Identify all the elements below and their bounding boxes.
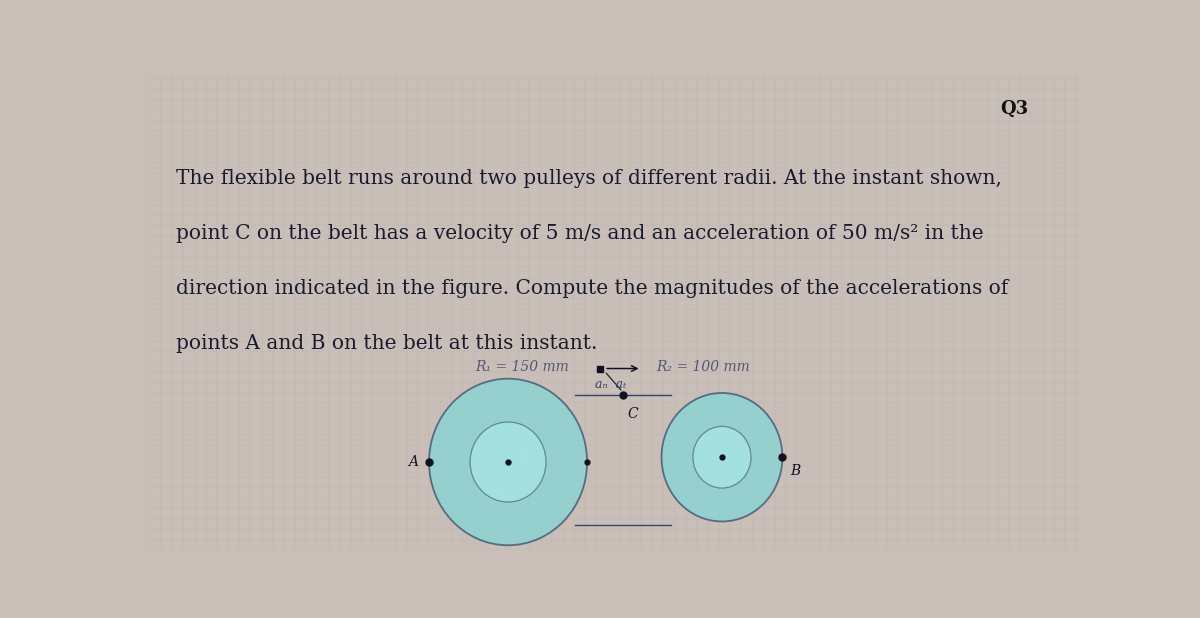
Text: R₂ = 100 mm: R₂ = 100 mm bbox=[656, 360, 750, 374]
Text: point C on the belt has a velocity of 5 m/s and an acceleration of 50 m/s² in th: point C on the belt has a velocity of 5 … bbox=[176, 224, 984, 243]
Text: B: B bbox=[790, 464, 800, 478]
Ellipse shape bbox=[430, 379, 587, 545]
Text: points A and B on the belt at this instant.: points A and B on the belt at this insta… bbox=[176, 334, 598, 352]
Ellipse shape bbox=[692, 426, 751, 488]
Text: Q3: Q3 bbox=[1001, 100, 1028, 118]
Text: C: C bbox=[628, 407, 638, 421]
Text: A: A bbox=[408, 455, 418, 469]
Text: R₁ = 150 mm: R₁ = 150 mm bbox=[475, 360, 569, 374]
Text: aₙ  aₜ: aₙ aₜ bbox=[595, 378, 626, 391]
Text: direction indicated in the figure. Compute the magnitudes of the accelerations o: direction indicated in the figure. Compu… bbox=[176, 279, 1008, 298]
Ellipse shape bbox=[470, 422, 546, 502]
Text: The flexible belt runs around two pulleys of different radii. At the instant sho: The flexible belt runs around two pulley… bbox=[176, 169, 1002, 188]
Ellipse shape bbox=[661, 393, 782, 522]
